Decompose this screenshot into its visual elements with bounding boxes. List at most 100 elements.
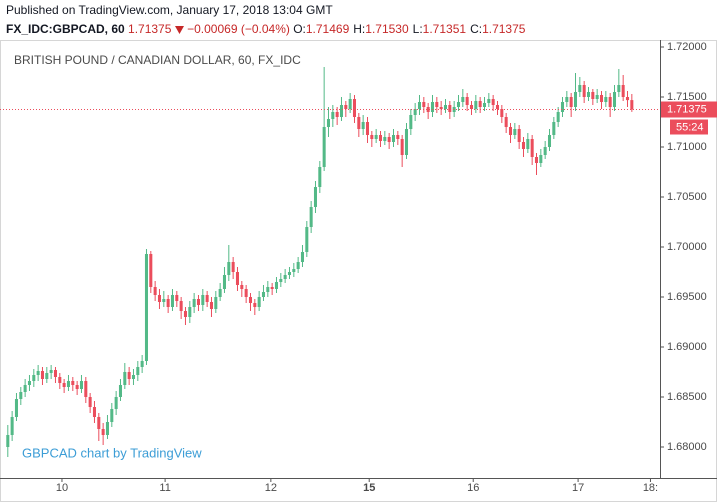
candle-body [97, 417, 101, 429]
candle-body [292, 269, 296, 272]
candle-body [214, 297, 218, 309]
candle-body [205, 295, 209, 302]
y-tick-label: 1.70500 [667, 191, 707, 203]
candle-body [604, 97, 608, 102]
candle-body [114, 397, 118, 409]
candle-body [313, 187, 317, 207]
candle-body [578, 85, 582, 92]
candle-body [456, 102, 461, 107]
candle-body [75, 385, 79, 389]
candle-body [162, 299, 166, 302]
candle-body [344, 105, 348, 109]
candle-body [10, 417, 14, 435]
candle-body [183, 311, 187, 317]
candle-body [543, 147, 547, 155]
candle-body [400, 139, 404, 155]
candle-body [235, 272, 239, 285]
candle-body [513, 129, 517, 135]
candle-body [322, 127, 326, 167]
candle-body [283, 275, 287, 279]
candle-body [192, 299, 196, 307]
candle-body [136, 367, 140, 375]
x-tick-label: 11 [159, 482, 170, 494]
candle-body [40, 371, 44, 379]
candle-body [170, 295, 174, 307]
candle-body [521, 142, 526, 149]
x-tick-label: 10 [56, 482, 68, 494]
candle-body [617, 85, 621, 92]
countdown: 55:24 [676, 121, 704, 133]
y-tick-label: 1.71500 [667, 91, 707, 103]
candle-body [547, 135, 552, 147]
candle-body [53, 370, 57, 377]
candle-body [417, 102, 422, 109]
candle-body [335, 112, 339, 117]
candle-body [14, 399, 18, 417]
candle-body [569, 97, 573, 107]
candle-body [296, 262, 300, 269]
last-price-box [661, 101, 717, 118]
candle-body [84, 381, 88, 397]
candle-body [240, 285, 244, 289]
candle-body [153, 287, 157, 295]
candle-body [326, 119, 330, 127]
candle-body [175, 295, 179, 301]
candle-body [495, 105, 500, 109]
ohlc-value: 1.71530 [365, 22, 409, 36]
y-tick-label: 1.70000 [667, 241, 707, 253]
candle-body [517, 129, 521, 142]
candle-body [383, 137, 387, 141]
candle-body [300, 252, 304, 262]
candle-body [552, 122, 556, 135]
candle-body [179, 301, 183, 311]
candle-body [352, 99, 357, 117]
candle-body [305, 227, 309, 252]
candle-body [396, 135, 400, 139]
ohlc-value: 1.71375 [482, 22, 526, 36]
candle-body [339, 105, 344, 117]
candle-body [157, 295, 161, 302]
candle-body [413, 109, 417, 115]
candle-body [365, 122, 370, 135]
candle-body [482, 103, 487, 107]
candle-body [591, 92, 595, 99]
published: Published on TradingView.com, January 17… [6, 3, 333, 17]
candle-body [504, 117, 508, 127]
candle-body [257, 297, 261, 307]
candle-body [452, 107, 456, 112]
candle-body [244, 289, 248, 297]
candle-body [625, 97, 630, 101]
candle-body [209, 302, 213, 309]
candle-body [565, 97, 569, 102]
y-tick-label: 1.68500 [667, 391, 707, 403]
candle-body [27, 381, 31, 385]
ohlc-label: C: [470, 22, 483, 36]
candle-body [608, 97, 612, 107]
candle-body [227, 262, 231, 275]
header: Published on TradingView.com, January 17… [0, 0, 717, 40]
candle-body [586, 92, 591, 97]
candle-body [526, 139, 530, 149]
candle-body [435, 102, 439, 107]
candle-body [144, 254, 148, 361]
candle-body [309, 207, 313, 227]
candle-body [79, 381, 83, 389]
ohlc-label: L: [412, 22, 423, 36]
candle-body [448, 105, 452, 112]
candle-body [6, 435, 10, 447]
candle-body [287, 272, 291, 275]
change: −0.00069 (−0.04%) [187, 22, 290, 36]
candle-body [105, 422, 109, 435]
candle-body [595, 95, 599, 99]
candle-body [478, 101, 482, 107]
candle-body [127, 372, 131, 379]
last: 1.71375 [128, 22, 172, 36]
y-tick-label: 1.69500 [667, 291, 707, 303]
ohlc-label: O: [293, 22, 306, 36]
candle-body [508, 127, 513, 135]
candle-body [92, 407, 96, 417]
candle-body [270, 287, 274, 289]
candle-body [348, 99, 352, 109]
x-tick-label: 12 [265, 482, 277, 494]
